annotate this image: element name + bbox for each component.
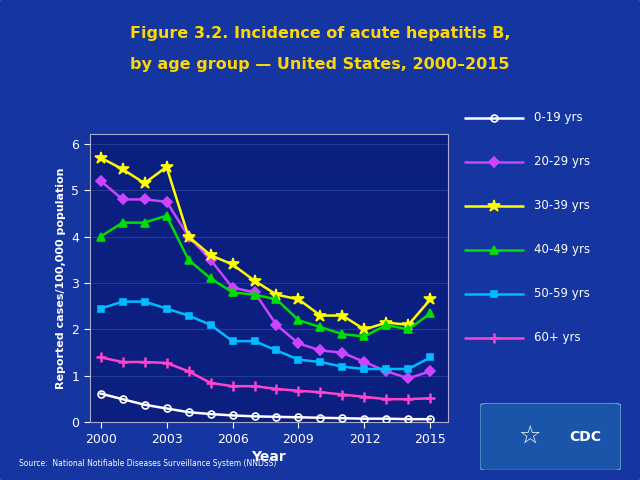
Text: Source:  National Notifiable Diseases Surveillance System (NNDSS): Source: National Notifiable Diseases Sur… [19, 459, 276, 468]
Text: by age group — United States, 2000–2015: by age group — United States, 2000–2015 [131, 57, 509, 72]
Text: 40-49 yrs: 40-49 yrs [534, 243, 590, 256]
Text: 50-59 yrs: 50-59 yrs [534, 288, 590, 300]
Text: 30-39 yrs: 30-39 yrs [534, 200, 590, 213]
FancyBboxPatch shape [480, 403, 621, 470]
Y-axis label: Reported cases/100,000 population: Reported cases/100,000 population [56, 168, 66, 389]
X-axis label: Year: Year [252, 450, 286, 464]
Text: ☆: ☆ [518, 425, 540, 449]
Text: 60+ yrs: 60+ yrs [534, 332, 580, 345]
Text: 20-29 yrs: 20-29 yrs [534, 156, 590, 168]
Text: CDC: CDC [570, 430, 602, 444]
Text: Figure 3.2. Incidence of acute hepatitis B,: Figure 3.2. Incidence of acute hepatitis… [130, 26, 510, 41]
Text: 0-19 yrs: 0-19 yrs [534, 111, 582, 124]
